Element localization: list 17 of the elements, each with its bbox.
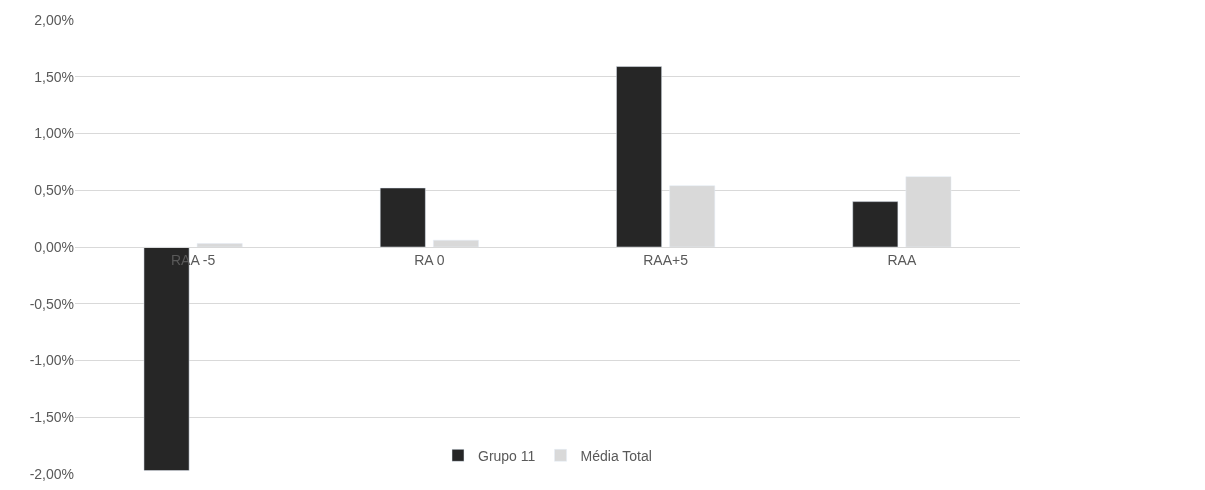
y-tick-label: -1,00%	[29, 352, 74, 369]
bar	[616, 66, 662, 248]
y-tick-label: -2,00%	[29, 465, 74, 482]
x-tick-label: RAA	[887, 251, 917, 268]
legend-label: Grupo 11	[478, 447, 536, 464]
bar	[852, 201, 899, 248]
y-tick-label: 1,50%	[34, 68, 74, 85]
y-tick-label: 2,00%	[34, 11, 74, 28]
y-tick-label: 0,00%	[34, 238, 74, 255]
y-tick-label: -0,50%	[29, 295, 74, 312]
bar	[379, 187, 426, 248]
x-tick-label: RAA+5	[643, 251, 689, 268]
y-tick-label: 0,50%	[34, 182, 74, 199]
y-tick-label: 1,00%	[34, 125, 74, 142]
x-tick-label: RA 0	[414, 251, 445, 268]
y-tick-label: -1,50%	[29, 409, 74, 426]
legend-label: Média Total	[580, 447, 652, 464]
